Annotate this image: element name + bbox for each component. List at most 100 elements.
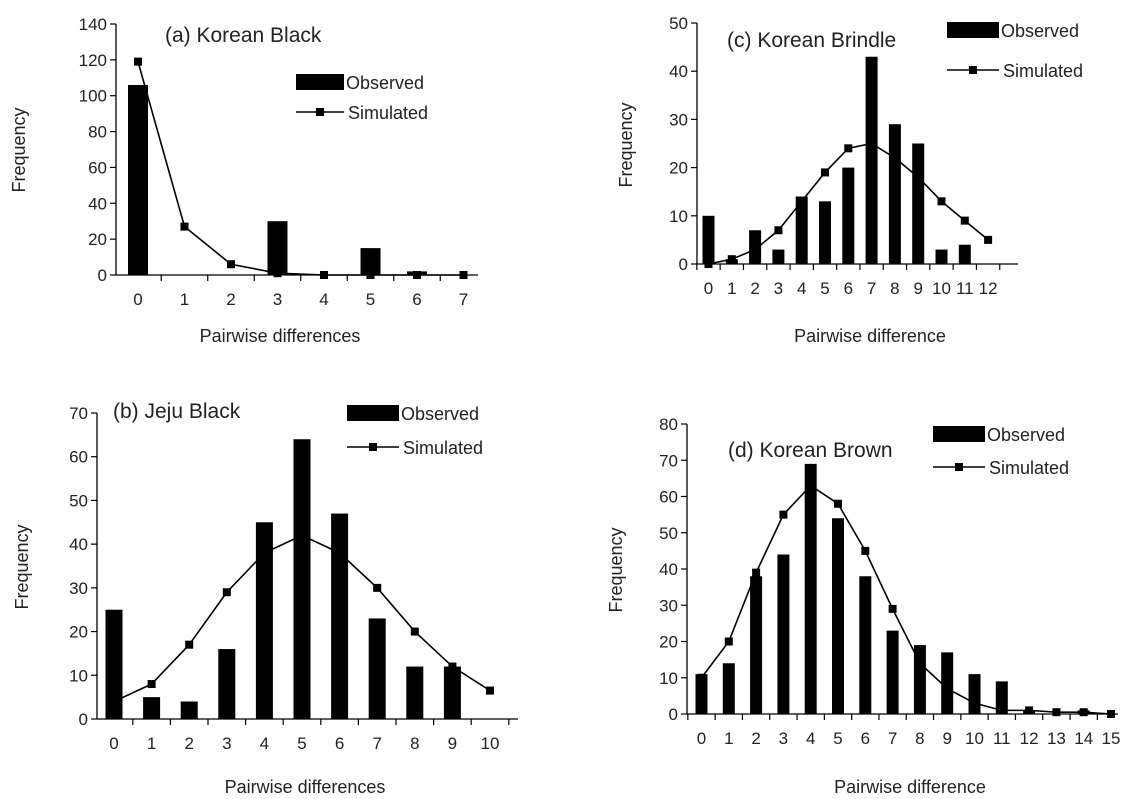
x-tick-label: 12: [979, 279, 998, 298]
x-tick-label: 6: [412, 290, 421, 309]
x-tick-label: 0: [109, 734, 118, 753]
legend-simulated-marker: [969, 66, 977, 74]
simulated-line: [700, 484, 1112, 715]
observed-bar: [995, 681, 1008, 714]
y-tick-label: 70: [659, 451, 678, 470]
x-tick-label: 1: [147, 734, 156, 753]
y-tick-label: 40: [659, 560, 678, 579]
observed-bar: [267, 221, 288, 275]
observed-bar: [702, 215, 715, 264]
simulated-point: [335, 548, 344, 557]
observed-bar: [888, 124, 901, 264]
observed-bar: [406, 666, 424, 719]
observed-bar: [958, 244, 971, 264]
observed-bar: [695, 674, 708, 714]
observed-bar: [255, 522, 273, 719]
legend-observed-label: Observed: [987, 425, 1065, 445]
legend-simulated-marker: [955, 463, 963, 471]
y-tick-label: 20: [669, 159, 688, 178]
x-tick-label: 7: [867, 279, 876, 298]
x-axis-label: Pairwise differences: [200, 326, 361, 346]
simulated-point: [997, 706, 1006, 715]
observed-bar: [750, 576, 763, 714]
observed-bar: [772, 249, 785, 264]
x-axis-label: Pairwise differences: [225, 777, 386, 797]
chart-panel-1: 0 10 20 30 40 50 60 70 0 1 2 3 4 5 6 7 8 9 10 (b) Jeju Blac…: [12, 400, 518, 797]
observed-bar: [331, 513, 349, 719]
simulated-point: [914, 173, 923, 182]
y-tick-label: 60: [69, 448, 88, 467]
y-tick-label: 140: [79, 15, 107, 34]
observed-bar: [935, 249, 948, 264]
legend-simulated-label: Simulated: [403, 438, 483, 458]
legend-observed-swatch: [347, 405, 399, 421]
x-tick-label: 8: [915, 729, 924, 748]
simulated-point: [410, 627, 419, 636]
x-tick-label: 9: [448, 734, 457, 753]
legend-simulated-label: Simulated: [348, 103, 428, 123]
simulated-point: [222, 588, 231, 597]
x-tick-label: 5: [833, 729, 842, 748]
legend-observed-label: Observed: [346, 73, 424, 93]
simulated-point: [960, 216, 969, 225]
simulated-point: [834, 499, 842, 508]
simulated-point: [797, 197, 806, 206]
simulated-point: [134, 57, 142, 66]
simulated-point: [890, 153, 899, 162]
legend-observed-swatch: [296, 74, 344, 90]
y-tick-label: 10: [69, 666, 88, 685]
x-tick-label: 11: [956, 279, 974, 298]
y-tick-label: 100: [79, 87, 107, 106]
simulated-point: [320, 271, 328, 279]
observed-bar: [804, 463, 817, 714]
y-tick-label: 80: [659, 415, 678, 434]
x-tick-label: 7: [888, 729, 897, 748]
observed-bar: [941, 652, 954, 714]
observed-bar: [819, 201, 831, 264]
x-tick-label: 6: [844, 279, 853, 298]
y-axis-label: Frequency: [9, 107, 29, 192]
x-tick-label: 6: [861, 729, 870, 748]
simulated-point: [844, 144, 853, 153]
x-tick-label: 10: [481, 734, 500, 753]
simulated-point: [298, 531, 306, 540]
x-tick-label: 13: [1047, 729, 1066, 748]
simulated-point: [970, 699, 979, 708]
legend-observed-swatch: [933, 426, 985, 442]
simulated-point: [260, 548, 269, 557]
legend-observed-label: Observed: [401, 404, 479, 424]
x-tick-label: 14: [1074, 729, 1093, 748]
y-tick-label: 10: [669, 207, 688, 226]
observed-bar: [865, 56, 878, 264]
legend-observed-label: Observed: [1001, 21, 1079, 41]
legend-observed-swatch: [947, 22, 999, 38]
observed-bar: [368, 618, 386, 719]
x-tick-label: 1: [180, 290, 189, 309]
x-tick-label: 2: [750, 279, 759, 298]
x-tick-label: 8: [890, 279, 899, 298]
x-tick-label: 4: [806, 729, 815, 748]
simulated-point: [727, 255, 736, 264]
x-tick-label: 2: [751, 729, 760, 748]
simulated-line: [137, 61, 464, 276]
chart-legend: Observed Simulated: [933, 425, 1069, 478]
simulated-point: [724, 637, 733, 646]
y-tick-label: 60: [88, 158, 107, 177]
simulated-point: [1052, 708, 1061, 717]
observed-bar: [795, 196, 808, 264]
x-tick-label: 11: [993, 729, 1011, 748]
x-tick-label: 1: [727, 279, 736, 298]
y-axis-label: Frequency: [12, 524, 32, 609]
simulated-point: [937, 197, 946, 206]
y-tick-label: 30: [69, 579, 88, 598]
x-tick-label: 5: [366, 290, 375, 309]
y-tick-label: 0: [79, 710, 88, 729]
x-tick-label: 3: [779, 729, 788, 748]
y-tick-label: 120: [79, 51, 107, 70]
y-tick-label: 10: [659, 669, 678, 688]
x-tick-label: 0: [133, 290, 142, 309]
x-tick-label: 1: [724, 729, 733, 748]
simulated-point: [185, 640, 194, 649]
x-axis-label: Pairwise difference: [794, 326, 946, 346]
